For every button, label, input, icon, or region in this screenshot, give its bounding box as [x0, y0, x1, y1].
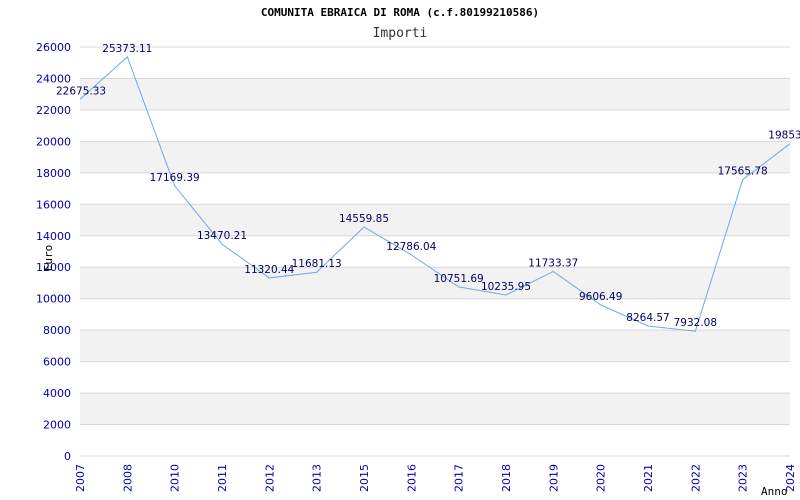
y-axis-label: Euro — [42, 245, 55, 272]
data-label: 12786.04 — [386, 241, 436, 253]
data-label: 11681.13 — [292, 258, 342, 270]
y-tick-label: 14000 — [36, 230, 71, 243]
data-label: 22675.33 — [56, 85, 106, 97]
x-tick-label: 2019 — [547, 464, 560, 492]
data-label: 13470.21 — [197, 230, 247, 242]
grid-band — [80, 141, 790, 173]
y-tick-label: 0 — [64, 450, 71, 463]
x-axis-label: Anno — [761, 485, 788, 498]
grid-band — [80, 267, 790, 299]
x-tick-label: 2012 — [263, 464, 276, 492]
data-label: 10235.95 — [481, 281, 531, 293]
data-label: 17565.78 — [718, 166, 768, 178]
x-tick-label: 2011 — [216, 464, 229, 492]
x-tick-label: 2016 — [405, 464, 418, 492]
y-tick-label: 22000 — [36, 104, 71, 117]
y-tick-label: 4000 — [43, 387, 71, 400]
data-label: 8264.57 — [626, 312, 669, 324]
grid-bands — [80, 78, 790, 425]
y-tick-label: 16000 — [36, 198, 71, 211]
x-tick-label: 2024 — [784, 464, 797, 492]
x-tick-label: 2021 — [642, 464, 655, 492]
x-tick-label: 2017 — [453, 464, 466, 492]
grid-band — [80, 204, 790, 236]
data-labels: 22675.33 25373.11 17169.39 13470.21 11320.44… — [56, 43, 800, 329]
x-tick-label: 2008 — [121, 464, 134, 492]
chart-subtitle: Importi — [373, 26, 428, 41]
x-tick-labels: 2007 2008 2010 2011 2012 2013 2015 2016 2017 2018… — [74, 464, 797, 492]
data-label: 25373.11 — [102, 43, 152, 55]
x-tick-label: 2022 — [689, 464, 702, 492]
data-label: 7932.08 — [674, 317, 717, 329]
data-label: 11733.37 — [528, 257, 578, 269]
y-tick-label: 12000 — [36, 261, 71, 274]
data-label: 19853.4 — [768, 130, 800, 142]
y-tick-label: 18000 — [36, 167, 71, 180]
y-tick-label: 26000 — [36, 41, 71, 54]
y-tick-label: 10000 — [36, 293, 71, 306]
gridlines — [80, 46, 790, 457]
y-tick-label: 24000 — [36, 72, 71, 85]
data-label: 17169.39 — [150, 172, 200, 184]
chart-title: COMUNITA EBRAICA DI ROMA (c.f.8019921058… — [261, 6, 539, 19]
x-tick-label: 2007 — [74, 464, 87, 492]
series-line — [79, 55, 791, 332]
y-tick-label: 6000 — [43, 356, 71, 369]
grid-band — [80, 393, 790, 425]
x-tick-label: 2013 — [311, 464, 324, 492]
y-tick-label: 20000 — [36, 135, 71, 148]
y-tick-label: 8000 — [43, 324, 71, 337]
x-tick-label: 2020 — [595, 464, 608, 492]
data-label: 14559.85 — [339, 213, 389, 225]
y-tick-label: 2000 — [43, 419, 71, 432]
y-tick-labels: 0 2000 4000 6000 8000 10000 12000 14000 16000 180… — [36, 41, 71, 463]
x-tick-label: 2010 — [169, 464, 182, 492]
data-label: 11320.44 — [244, 264, 294, 276]
x-tick-label: 2023 — [737, 464, 750, 492]
x-tick-label: 2015 — [358, 464, 371, 492]
data-label: 9606.49 — [579, 291, 622, 303]
x-tick-label: 2018 — [500, 464, 513, 492]
grid-band — [80, 330, 790, 362]
grid-band — [80, 78, 790, 110]
data-label: 10751.69 — [434, 273, 484, 285]
